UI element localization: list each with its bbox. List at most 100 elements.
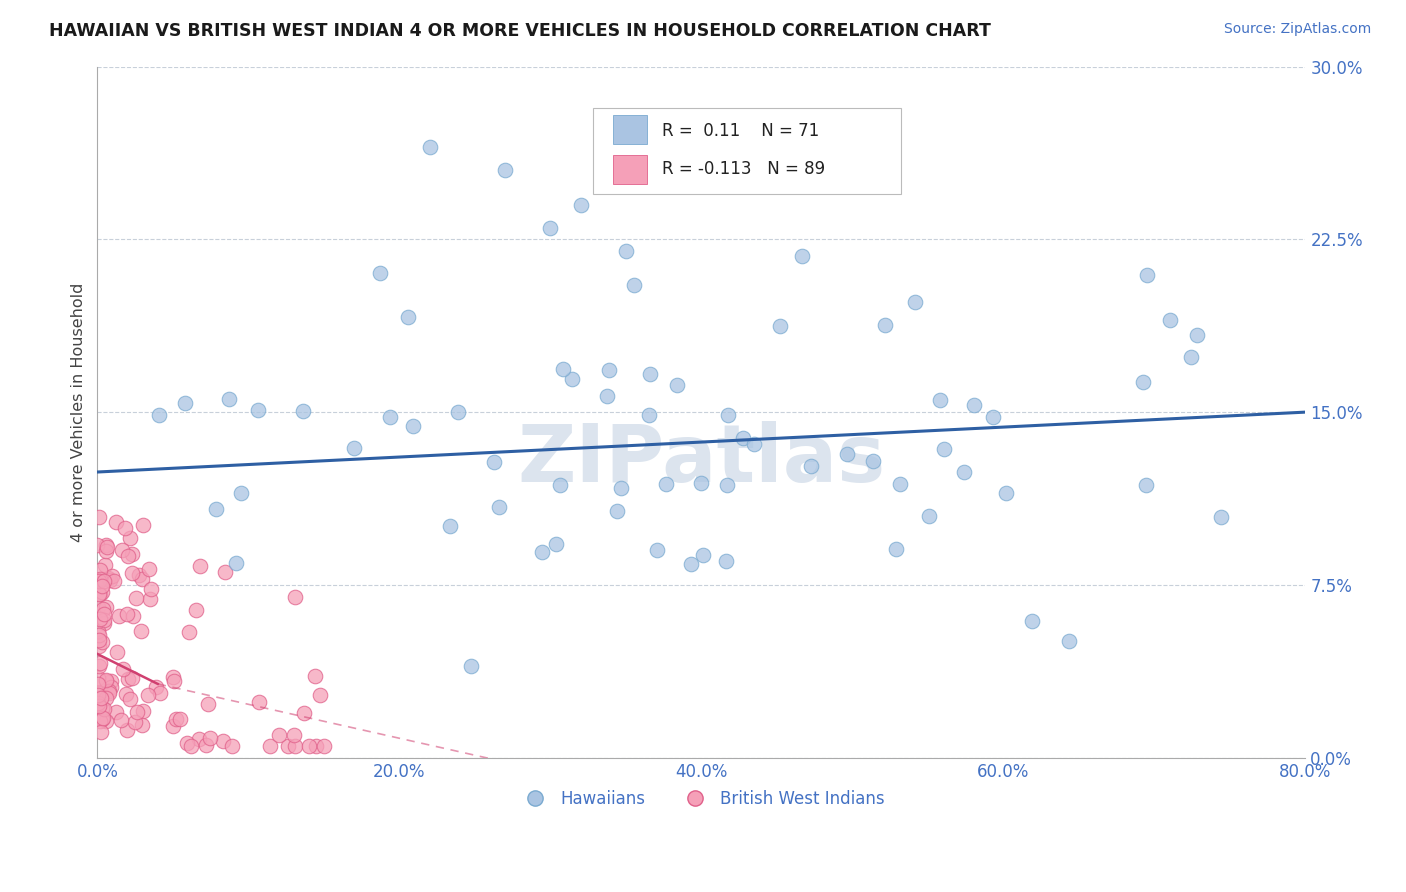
Point (544, 537, 567, 551)
Point (89, 612, 111, 626)
Point (204, 502, 226, 516)
Point (638, 408, 661, 422)
Point (889, 476, 911, 491)
Point (105, 645, 128, 659)
Point (396, 310, 419, 324)
Point (569, 198, 592, 212)
Point (291, 404, 314, 418)
Point (284, 739, 307, 753)
Point (148, 409, 170, 423)
Point (162, 719, 184, 733)
Point (100, 569, 122, 583)
Point (93, 613, 115, 627)
Point (904, 294, 927, 309)
Point (195, 739, 218, 753)
Point (104, 515, 127, 529)
Point (94, 673, 117, 687)
Point (918, 509, 941, 524)
Point (214, 565, 236, 579)
Point (638, 367, 661, 381)
Point (665, 378, 688, 392)
Point (681, 558, 703, 572)
Point (117, 723, 139, 737)
Point (114, 521, 136, 535)
Point (90, 585, 112, 599)
Point (117, 549, 139, 563)
Point (862, 453, 884, 467)
Point (98, 684, 121, 698)
Point (655, 477, 678, 491)
Point (267, 728, 290, 742)
Point (277, 739, 299, 753)
Point (188, 558, 211, 573)
Point (93, 710, 115, 724)
Point (284, 590, 307, 604)
Point (247, 695, 270, 709)
Point (928, 393, 950, 408)
Point (176, 736, 198, 750)
Point (89, 572, 111, 586)
Point (94, 714, 117, 728)
Point (488, 500, 510, 514)
Point (94, 690, 117, 705)
Point (90, 690, 112, 705)
Point (96, 600, 118, 615)
Point (91, 712, 114, 726)
Point (139, 582, 162, 597)
Point (292, 706, 315, 721)
Point (283, 728, 305, 742)
Point (93, 616, 115, 631)
Point (121, 547, 143, 561)
Point (87, 600, 110, 615)
Point (180, 739, 202, 753)
Point (742, 437, 765, 451)
Point (96, 540, 118, 554)
Point (114, 687, 136, 701)
Point (188, 731, 211, 746)
Text: Source: ZipAtlas.com: Source: ZipAtlas.com (1223, 22, 1371, 37)
Point (138, 562, 160, 576)
Point (89, 659, 111, 673)
Point (163, 673, 186, 688)
Point (104, 705, 127, 719)
Point (1180, 350, 1202, 364)
Point (312, 739, 335, 753)
Point (89, 628, 111, 642)
Point (89, 563, 111, 577)
Point (309, 688, 332, 702)
Point (875, 318, 897, 333)
Point (93, 702, 115, 716)
Point (419, 140, 441, 154)
Point (87, 688, 110, 702)
Point (1057, 633, 1080, 648)
Point (769, 319, 792, 334)
Point (298, 739, 321, 753)
Point (110, 713, 132, 727)
Point (1136, 268, 1159, 283)
Point (716, 478, 738, 492)
Point (94, 558, 117, 573)
Point (179, 624, 201, 639)
Point (645, 543, 668, 558)
Point (439, 519, 461, 533)
Point (91, 701, 114, 715)
Point (124, 715, 146, 730)
Point (690, 476, 713, 491)
Point (596, 389, 619, 403)
Point (89, 509, 111, 524)
Point (103, 574, 125, 588)
Point (89, 714, 111, 729)
Point (89, 639, 111, 653)
Point (952, 465, 974, 479)
Point (606, 504, 628, 518)
Point (530, 544, 553, 558)
Point (1159, 312, 1181, 326)
Point (561, 372, 583, 386)
Point (169, 712, 191, 726)
Point (983, 410, 1005, 425)
Point (93, 574, 115, 588)
Point (614, 244, 637, 258)
Point (129, 624, 152, 638)
Text: R = -0.113   N = 89: R = -0.113 N = 89 (661, 160, 825, 178)
Point (87, 633, 110, 648)
